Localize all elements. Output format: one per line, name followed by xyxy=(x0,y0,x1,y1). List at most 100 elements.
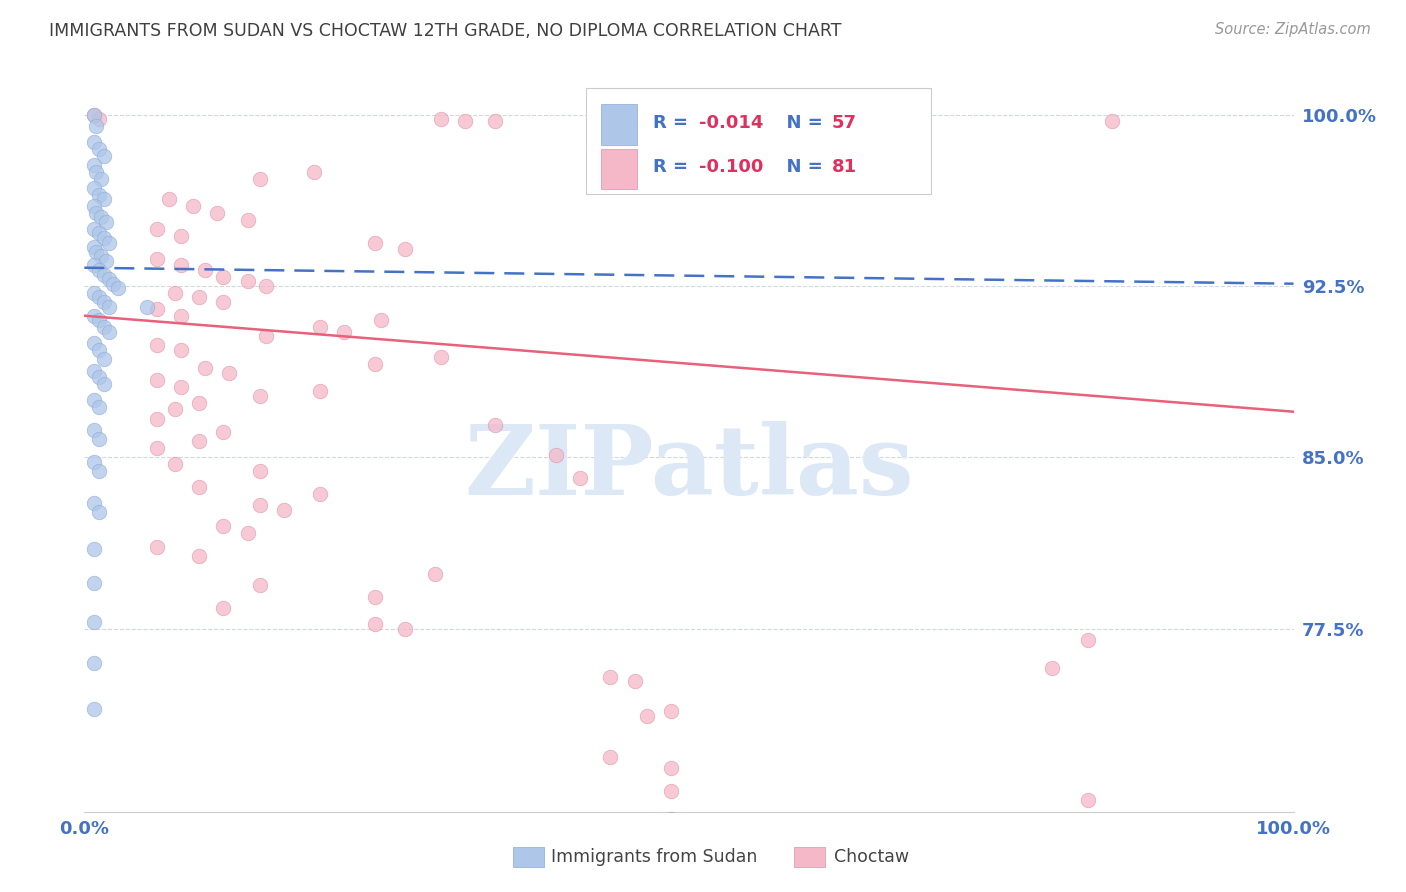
Point xyxy=(83,541,105,556)
Point xyxy=(83,656,105,670)
Point xyxy=(207,206,229,220)
Point xyxy=(107,281,129,295)
Point xyxy=(249,499,271,513)
Point xyxy=(309,320,332,334)
Point xyxy=(484,114,506,128)
Point xyxy=(394,622,416,636)
Point xyxy=(544,448,567,462)
Point xyxy=(87,464,110,478)
Point xyxy=(249,171,271,186)
Point xyxy=(430,112,453,127)
Point xyxy=(83,285,105,300)
Point xyxy=(212,269,235,284)
Point xyxy=(181,199,204,213)
Point xyxy=(146,252,169,266)
Point xyxy=(370,313,392,327)
Point xyxy=(309,384,332,398)
Point xyxy=(83,158,105,172)
Point xyxy=(83,180,105,194)
Point xyxy=(87,370,110,384)
Point xyxy=(90,171,112,186)
Point xyxy=(484,418,506,433)
Point xyxy=(309,487,332,501)
Point xyxy=(165,457,187,471)
Text: N =: N = xyxy=(773,158,828,177)
Point xyxy=(83,393,105,408)
Point xyxy=(165,285,187,300)
Point xyxy=(97,300,120,314)
Point xyxy=(249,389,271,403)
Point xyxy=(83,576,105,591)
Point xyxy=(93,295,115,310)
Point xyxy=(87,400,110,414)
FancyBboxPatch shape xyxy=(586,87,931,194)
Point xyxy=(188,434,211,449)
Point xyxy=(97,272,120,286)
Point xyxy=(83,455,105,469)
Point xyxy=(170,379,193,393)
Point xyxy=(623,674,645,689)
Text: 81: 81 xyxy=(831,158,856,177)
Point xyxy=(218,366,240,380)
Point xyxy=(86,119,108,133)
Point xyxy=(212,601,235,615)
Point xyxy=(87,343,110,357)
Point xyxy=(423,566,446,581)
FancyBboxPatch shape xyxy=(600,149,637,189)
Text: 57: 57 xyxy=(831,113,856,132)
Point xyxy=(659,784,682,798)
Point xyxy=(87,313,110,327)
Point xyxy=(188,395,211,409)
Point xyxy=(569,471,592,485)
Point xyxy=(363,617,385,632)
Point xyxy=(146,373,169,387)
Point xyxy=(659,812,682,826)
Point xyxy=(90,211,112,225)
Point xyxy=(93,268,115,282)
Point xyxy=(93,231,115,245)
Point xyxy=(87,290,110,304)
Point xyxy=(194,263,217,277)
Point xyxy=(249,464,271,478)
Point xyxy=(146,301,169,316)
Point xyxy=(83,199,105,213)
Point xyxy=(302,164,325,178)
Point xyxy=(83,702,105,716)
Point xyxy=(188,549,211,563)
Point xyxy=(94,215,117,229)
Point xyxy=(83,135,105,149)
Text: R =: R = xyxy=(652,113,695,132)
Point xyxy=(94,253,117,268)
Point xyxy=(194,361,217,376)
Point xyxy=(83,309,105,323)
Point xyxy=(87,505,110,519)
Point xyxy=(87,142,110,156)
Point xyxy=(170,343,193,357)
Point xyxy=(87,187,110,202)
Point xyxy=(188,480,211,494)
Point xyxy=(188,290,211,304)
Point xyxy=(212,425,235,440)
Point xyxy=(97,325,120,339)
Point xyxy=(86,244,108,259)
Point xyxy=(103,277,125,291)
Point xyxy=(83,615,105,629)
Text: Source: ZipAtlas.com: Source: ZipAtlas.com xyxy=(1215,22,1371,37)
Point xyxy=(236,274,259,288)
Point xyxy=(90,249,112,263)
Point xyxy=(146,338,169,352)
Point xyxy=(87,112,110,127)
Point xyxy=(236,212,259,227)
Text: N =: N = xyxy=(773,113,828,132)
Point xyxy=(93,377,115,392)
Point xyxy=(254,279,277,293)
Point xyxy=(86,164,108,178)
Point xyxy=(170,228,193,243)
Point xyxy=(212,519,235,533)
Point xyxy=(87,263,110,277)
Point xyxy=(599,749,621,764)
Point xyxy=(430,350,453,364)
Point xyxy=(146,222,169,236)
Point xyxy=(363,357,385,371)
Point xyxy=(83,259,105,273)
